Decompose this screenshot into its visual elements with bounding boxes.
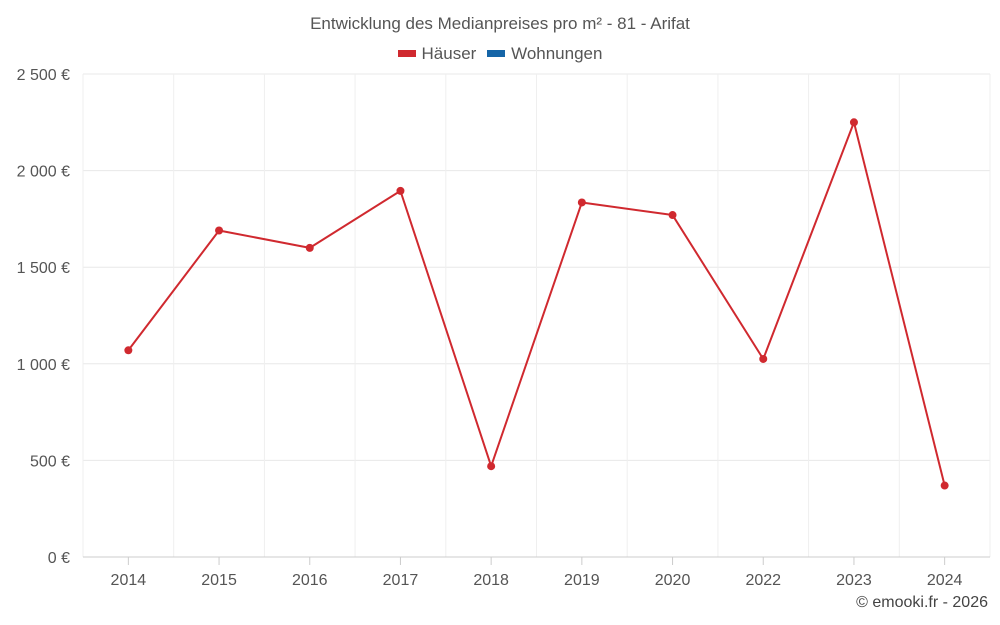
legend-item-wohnungen[interactable]: Wohnungen: [487, 44, 602, 64]
y-tick-label: 0 €: [48, 550, 70, 567]
y-tick-label: 500 €: [30, 453, 70, 470]
legend: Häuser Wohnungen: [0, 44, 1000, 64]
data-point: [215, 226, 224, 235]
data-point: [668, 211, 677, 220]
legend-swatch-wohnungen: [487, 50, 506, 58]
y-tick-label: 2 000 €: [17, 164, 70, 181]
credit-text: © emooki.fr - 2026: [856, 594, 988, 611]
x-tick-label: 2024: [927, 572, 963, 589]
data-point: [487, 462, 496, 471]
x-tick-label: 2020: [655, 572, 691, 589]
data-point: [124, 346, 133, 355]
data-point: [759, 354, 768, 363]
data-point: [305, 243, 314, 252]
x-tick-label: 2023: [836, 572, 872, 589]
y-tick-label: 2 500 €: [17, 67, 70, 84]
data-point: [396, 186, 405, 195]
chart-title: Entwicklung des Medianpreises pro m² - 8…: [310, 14, 690, 33]
legend-item-haeuser[interactable]: Häuser: [397, 44, 477, 64]
y-tick-label: 1 500 €: [17, 260, 70, 277]
x-tick-label: 2014: [111, 572, 147, 589]
x-tick-label: 2017: [383, 572, 419, 589]
legend-label-wohnungen: Wohnungen: [511, 44, 603, 63]
x-tick-label: 2022: [745, 572, 781, 589]
data-point: [940, 481, 949, 490]
series-line: [127, 121, 946, 486]
legend-label-haeuser: Häuser: [421, 44, 477, 63]
x-tick-label: 2015: [201, 572, 237, 589]
x-tick-label: 2018: [473, 572, 509, 589]
legend-swatch-haeuser: [397, 50, 416, 58]
x-tick-label: 2016: [292, 572, 328, 589]
data-point: [577, 198, 586, 207]
data-point: [849, 118, 858, 127]
y-tick-label: 1 000 €: [17, 357, 70, 374]
x-tick-label: 2019: [564, 572, 600, 589]
